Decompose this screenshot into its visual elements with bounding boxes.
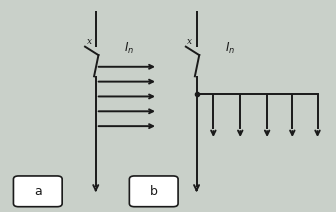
Text: $I_n$: $I_n$ [225,41,235,56]
Text: $I_n$: $I_n$ [124,41,134,56]
Text: a: a [34,185,42,198]
Text: x: x [187,37,193,46]
FancyBboxPatch shape [129,176,178,207]
Text: b: b [150,185,158,198]
Text: x: x [86,37,92,46]
FancyBboxPatch shape [13,176,62,207]
